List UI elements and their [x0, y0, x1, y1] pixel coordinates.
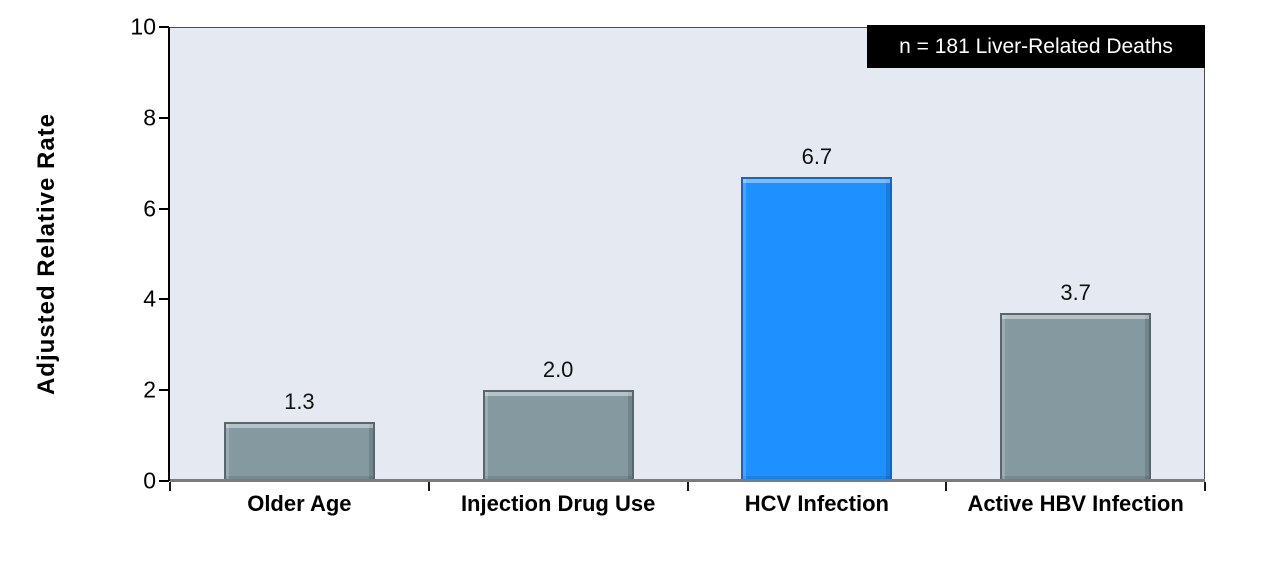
- x-tick-mark: [687, 482, 689, 491]
- y-tick-label: 0: [143, 467, 156, 494]
- y-tick-label: 2: [143, 376, 156, 403]
- bar-injection-drug-use: [483, 390, 634, 481]
- bar-value-label-active-hbv-infection: 3.7: [1060, 280, 1091, 305]
- y-axis-line: [168, 27, 170, 481]
- x-axis-label-older-age: Older Age: [247, 491, 352, 516]
- bar-value-label-injection-drug-use: 2.0: [542, 357, 574, 382]
- bar-value-label-hcv-infection: 6.7: [801, 144, 833, 169]
- y-tick-mark: [159, 389, 169, 391]
- y-tick-label: 6: [143, 195, 156, 222]
- bar-active-hbv-infection: [1000, 313, 1151, 481]
- y-axis-title: Adjusted Relative Rate: [33, 112, 60, 396]
- y-tick-label: 8: [143, 104, 156, 131]
- x-axis-line: [170, 479, 1205, 482]
- x-tick-mark: [428, 482, 430, 491]
- y-tick-mark: [159, 298, 169, 300]
- y-tick-mark: [159, 208, 169, 210]
- y-tick-label: 10: [130, 13, 156, 40]
- x-axis-label-hcv-infection: HCV Infection: [744, 491, 889, 516]
- y-tick-label: 4: [143, 285, 156, 312]
- bar-value-label-older-age: 1.3: [284, 389, 315, 414]
- x-tick-mark: [945, 482, 947, 491]
- x-axis-label-active-hbv-infection: Active HBV Infection: [967, 491, 1184, 516]
- bar-hcv-infection: [741, 177, 892, 481]
- sample-size-annotation: n = 181 Liver-Related Deaths: [867, 25, 1205, 68]
- x-axis-label-injection-drug-use: Injection Drug Use: [460, 491, 656, 516]
- y-tick-mark: [159, 26, 169, 28]
- bar-older-age: [224, 422, 375, 481]
- x-tick-mark: [1204, 482, 1206, 491]
- y-tick-mark: [159, 480, 169, 482]
- x-tick-mark: [169, 482, 171, 491]
- y-tick-mark: [159, 117, 169, 119]
